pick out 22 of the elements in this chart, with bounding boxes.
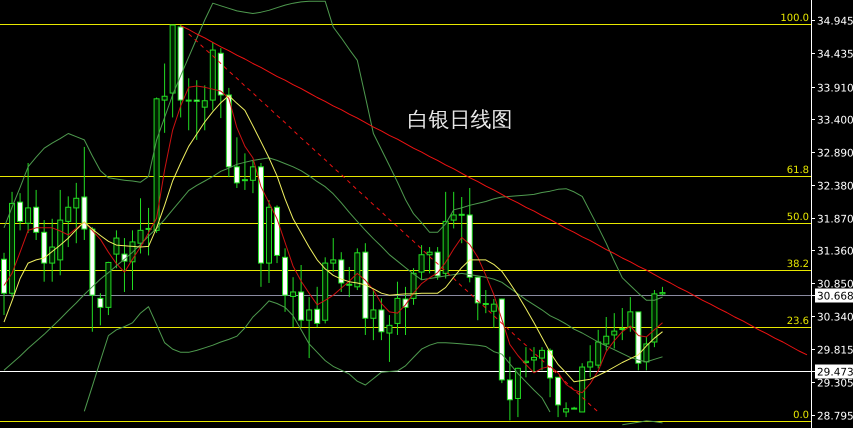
ytick-label: 32.380	[817, 180, 853, 192]
ytick-label: 33.910	[817, 82, 853, 94]
ytick-label: 34.945	[817, 16, 853, 28]
ytick-label: 29.305	[817, 378, 853, 390]
ytick-label: 32.890	[817, 148, 853, 160]
ytick-label: 34.435	[817, 48, 853, 60]
title: 白银日线图	[407, 107, 512, 132]
annotation: 23.6	[786, 316, 809, 327]
ytick-label: 29.815	[817, 344, 853, 356]
ytick-label: 33.400	[817, 114, 853, 126]
annotation: 61.8	[786, 165, 809, 176]
ytick-label: 30.340	[817, 312, 853, 324]
ytick-label: 31.870	[817, 214, 853, 226]
ytick-label: 28.795	[817, 410, 853, 422]
ytick-label: 30.850	[817, 278, 853, 290]
annotation: 100.0	[780, 13, 809, 24]
annotation: 50.0	[786, 212, 809, 223]
ytick-label: 30.668	[817, 290, 853, 302]
annotation: 38.2	[786, 259, 809, 270]
ytick-label: 29.473	[817, 366, 853, 378]
ytick-label: 31.360	[817, 246, 853, 258]
annotation: 0.0	[793, 410, 809, 421]
